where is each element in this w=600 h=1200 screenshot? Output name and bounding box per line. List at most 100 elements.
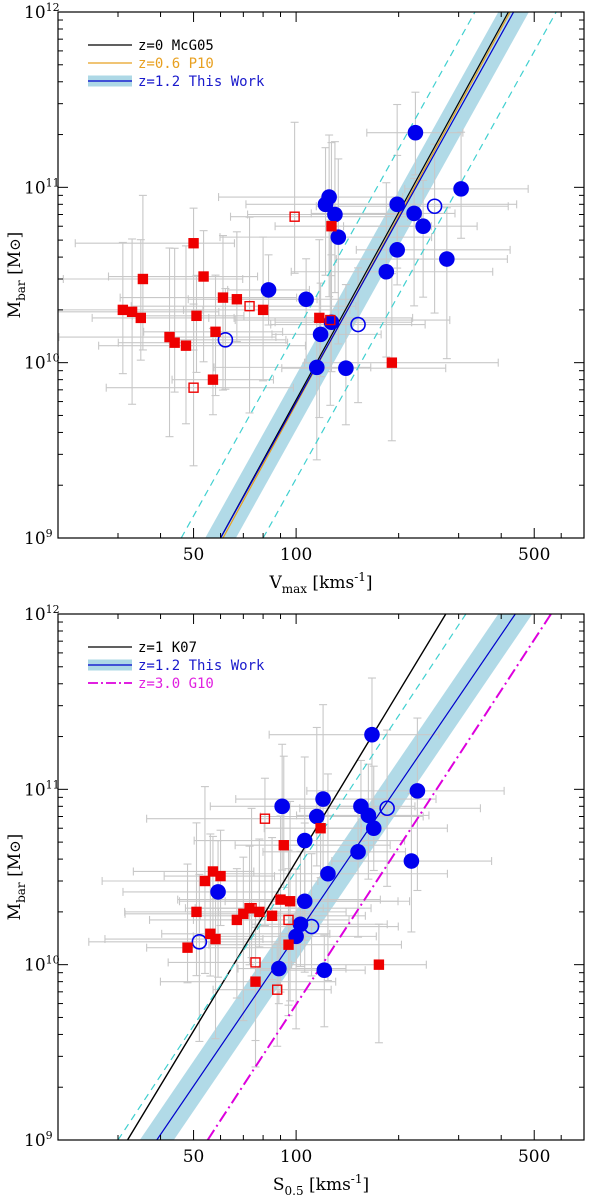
data-point <box>364 726 380 743</box>
data-point <box>257 304 269 316</box>
x-tick-label: 500 <box>518 1147 550 1167</box>
relation-line-1 <box>156 614 516 1140</box>
series-red-open <box>246 813 294 995</box>
data-point <box>314 312 325 324</box>
data-point <box>244 300 255 312</box>
x-tick-label: 50 <box>183 1147 205 1167</box>
data-point <box>259 813 271 824</box>
data-point <box>316 962 333 978</box>
plot-frame <box>57 613 585 1141</box>
plot-area <box>58 12 557 538</box>
relation-line-0 <box>126 614 447 1140</box>
data-point <box>278 840 289 851</box>
data-point <box>323 314 340 331</box>
data-point <box>350 316 366 333</box>
y-axis-label: Mbar [M⊙] <box>5 834 28 921</box>
data-point <box>439 251 455 267</box>
data-point <box>389 242 405 258</box>
relation-line-3 <box>180 12 476 538</box>
y-tick-label: 1010 <box>24 352 60 374</box>
data-point <box>191 906 202 918</box>
data-point <box>210 884 226 900</box>
legend-label: z=0 McG05 <box>138 38 214 54</box>
data-point <box>182 942 193 953</box>
data-point <box>210 933 221 945</box>
data-point <box>289 211 300 222</box>
x-axis-label: S0.5 [kms-1] <box>273 1172 369 1198</box>
legend: z=0 McG05 z=0.6 P10 z=1.2 This Work <box>88 38 265 90</box>
x-axis-label: Vmax [kms-1] <box>268 570 372 596</box>
data-point <box>207 374 219 385</box>
data-point <box>321 189 337 205</box>
series-blue-filled <box>260 124 469 376</box>
data-point <box>406 205 422 222</box>
data-point <box>338 360 354 376</box>
data-point <box>453 181 469 197</box>
relation-line-0 <box>220 12 509 538</box>
data-point <box>409 783 426 799</box>
data-point <box>231 914 243 926</box>
data-point <box>330 229 347 245</box>
data-point <box>246 902 257 914</box>
legend-label: z=3.0 G10 <box>138 676 214 692</box>
y-tick-label: 1011 <box>24 176 60 198</box>
relation-line-3 <box>117 614 467 1140</box>
data-point <box>137 273 149 285</box>
series-red-filled <box>117 221 398 385</box>
y-tick-label: 1010 <box>24 954 60 976</box>
legend-label: z=1.2 This Work <box>138 658 265 674</box>
x-tick-label: 100 <box>280 545 312 565</box>
legend: z=1 K07 z=1.2 This Work z=3.0 G10 <box>88 640 265 692</box>
data-point <box>274 798 290 815</box>
data-point <box>260 282 277 298</box>
data-point <box>325 314 336 326</box>
data-point <box>373 959 385 970</box>
y-tick-label: 1011 <box>24 778 60 800</box>
data-point <box>315 791 331 807</box>
data-point <box>312 326 329 343</box>
data-point <box>215 870 226 882</box>
data-point <box>326 221 337 232</box>
y-tick-label: 109 <box>24 527 53 549</box>
data-point <box>191 934 208 950</box>
data-point <box>231 294 243 305</box>
data-point <box>198 271 209 282</box>
data-point <box>217 332 234 348</box>
data-point <box>254 906 265 918</box>
data-point <box>298 291 314 308</box>
data-point <box>199 875 211 887</box>
data-point <box>315 823 326 834</box>
data-point <box>350 844 366 860</box>
axis-ticks <box>57 614 585 1141</box>
data-point <box>378 263 395 280</box>
relation-line-4 <box>262 12 557 538</box>
series-red-open <box>188 211 336 393</box>
data-point <box>188 382 199 393</box>
data-point <box>403 853 420 869</box>
data-point <box>407 124 424 141</box>
data-point <box>271 984 283 995</box>
series-red-filled <box>182 823 385 987</box>
data-point <box>250 976 261 987</box>
data-point <box>250 957 261 968</box>
plot-frame <box>57 11 585 539</box>
series-blue-open <box>191 800 395 950</box>
data-point <box>126 306 138 318</box>
relation-line-2 <box>206 614 552 1140</box>
data-point <box>210 326 221 337</box>
data-point <box>188 238 199 249</box>
y-tick-label: 1012 <box>24 1 60 23</box>
data-point <box>365 820 382 837</box>
axis-ticks <box>57 12 585 539</box>
data-point <box>386 357 398 368</box>
data-point <box>238 908 249 920</box>
data-point <box>296 893 313 910</box>
x-tick-label: 500 <box>518 545 550 565</box>
data-point <box>271 960 287 977</box>
chart-panel-bottom: 50 100 500 109 1010 1011 1012 S0.5 [kms-1] Mbar … <box>5 603 585 1198</box>
data-point <box>191 310 202 322</box>
data-point <box>303 918 320 935</box>
data-point <box>180 340 192 351</box>
data-point <box>283 939 294 950</box>
